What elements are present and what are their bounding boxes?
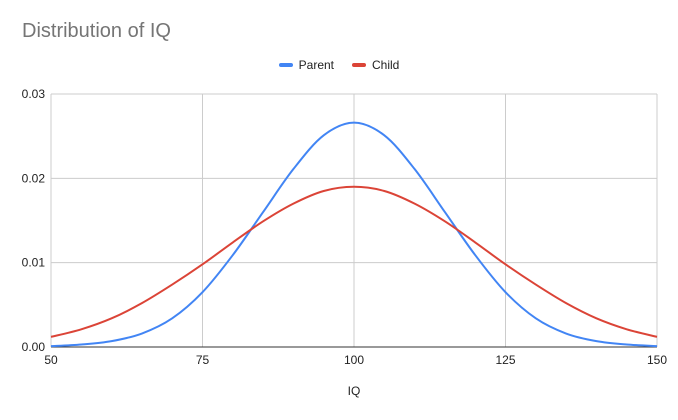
legend-swatch-child [352, 63, 366, 67]
x-tick-label: 50 [44, 353, 58, 367]
series-line-child [50, 185, 658, 338]
x-tick-label: 75 [196, 353, 210, 367]
grid-lines [50, 93, 658, 348]
legend-swatch-parent [278, 63, 293, 67]
x-tick-label: 125 [495, 353, 515, 367]
x-tick-label: 100 [344, 353, 364, 367]
chart-title: Distribution of IQ [22, 20, 171, 42]
x-tick-label: 150 [647, 353, 667, 367]
y-tick-label: 0.03 [22, 87, 46, 101]
legend-label-child: Child [372, 58, 400, 72]
y-tick-label: 0.00 [22, 340, 46, 354]
legend-item-parent: Parent [278, 58, 334, 72]
legend: Parent Child [0, 58, 678, 72]
tick-labels: 0.00 0.01 0.02 0.03 50 75 100 125 150 [22, 87, 668, 367]
y-tick-label: 0.01 [22, 256, 46, 270]
y-tick-label: 0.02 [22, 171, 46, 185]
legend-item-child: Child [352, 58, 399, 72]
legend-label-parent: Parent [298, 58, 334, 72]
series-lines [50, 121, 658, 348]
series-line-parent [50, 121, 658, 348]
x-axis-label: IQ [348, 384, 361, 398]
